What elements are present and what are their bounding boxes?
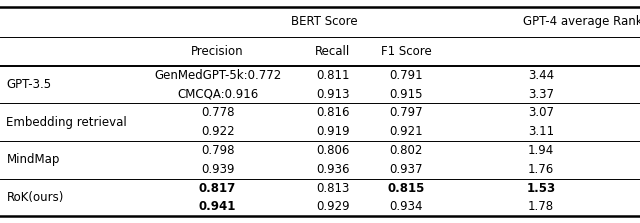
Text: 0.913: 0.913	[316, 87, 349, 101]
Text: 0.915: 0.915	[390, 87, 423, 101]
Text: GPT-4 average Ranking: GPT-4 average Ranking	[523, 15, 640, 28]
Text: 3.07: 3.07	[528, 106, 554, 119]
Text: 1.94: 1.94	[527, 144, 554, 157]
Text: 0.921: 0.921	[390, 125, 423, 138]
Text: F1 Score: F1 Score	[381, 45, 432, 58]
Text: 0.802: 0.802	[390, 144, 423, 157]
Text: 0.919: 0.919	[316, 125, 349, 138]
Text: 0.937: 0.937	[390, 163, 423, 176]
Text: Recall: Recall	[315, 45, 351, 58]
Text: 3.37: 3.37	[528, 87, 554, 101]
Text: 0.922: 0.922	[201, 125, 234, 138]
Text: 0.941: 0.941	[199, 200, 236, 213]
Text: 0.811: 0.811	[316, 69, 349, 82]
Text: 0.939: 0.939	[201, 163, 234, 176]
Text: 3.11: 3.11	[528, 125, 554, 138]
Text: 1.78: 1.78	[528, 200, 554, 213]
Text: 3.44: 3.44	[528, 69, 554, 82]
Text: Precision: Precision	[191, 45, 244, 58]
Text: 0.815: 0.815	[388, 182, 425, 195]
Text: 1.76: 1.76	[527, 163, 554, 176]
Text: 0.806: 0.806	[316, 144, 349, 157]
Text: 0.791: 0.791	[390, 69, 423, 82]
Text: 0.817: 0.817	[199, 182, 236, 195]
Text: 1.53: 1.53	[526, 182, 556, 195]
Text: 0.929: 0.929	[316, 200, 349, 213]
Text: BERT Score: BERT Score	[291, 15, 358, 28]
Text: 0.813: 0.813	[316, 182, 349, 195]
Text: 0.934: 0.934	[390, 200, 423, 213]
Text: GPT-3.5: GPT-3.5	[6, 78, 52, 91]
Text: 0.816: 0.816	[316, 106, 349, 119]
Text: MindMap: MindMap	[6, 153, 60, 166]
Text: GenMedGPT-5k:0.772: GenMedGPT-5k:0.772	[154, 69, 281, 82]
Text: 0.797: 0.797	[390, 106, 423, 119]
Text: CMCQA:0.916: CMCQA:0.916	[177, 87, 258, 101]
Text: 0.936: 0.936	[316, 163, 349, 176]
Text: Embedding retrieval: Embedding retrieval	[6, 116, 127, 129]
Text: 0.798: 0.798	[201, 144, 234, 157]
Text: RoK(ours): RoK(ours)	[6, 191, 64, 204]
Text: 0.778: 0.778	[201, 106, 234, 119]
